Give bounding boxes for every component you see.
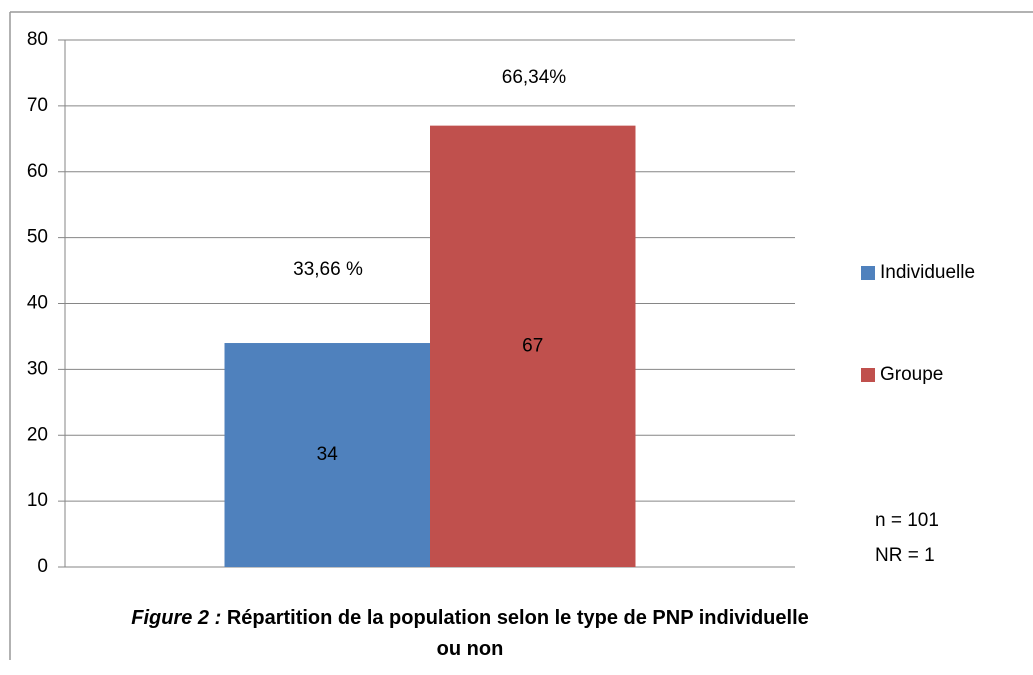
- y-tick-label: 0: [37, 556, 48, 577]
- annotation: 33,66 %: [293, 259, 363, 280]
- y-tick-label: 10: [27, 490, 48, 511]
- annotation: n = 101: [875, 510, 939, 531]
- y-tick-label: 30: [27, 358, 48, 379]
- bar: [430, 125, 636, 567]
- y-tick-label: 70: [27, 95, 48, 116]
- y-tick-label: 60: [27, 161, 48, 182]
- annotation: 66,34%: [502, 67, 567, 88]
- y-tick-label: 80: [27, 29, 48, 50]
- caption-label: Figure 2 :: [131, 607, 222, 629]
- annotation: NR = 1: [875, 545, 935, 566]
- legend-label: Groupe: [880, 364, 943, 385]
- legend-label: Individuelle: [880, 262, 975, 283]
- caption-text: Répartition de la population selon le ty…: [226, 607, 809, 660]
- figure-caption: Figure 2 : Répartition de la population …: [120, 603, 820, 665]
- legend-swatch: [861, 368, 875, 382]
- data-label: 67: [522, 335, 543, 356]
- bar: [224, 343, 430, 567]
- y-tick-label: 20: [27, 424, 48, 445]
- y-tick-label: 50: [27, 227, 48, 248]
- data-label: 34: [317, 444, 339, 465]
- legend-swatch: [861, 266, 875, 280]
- y-tick-label: 40: [27, 293, 48, 314]
